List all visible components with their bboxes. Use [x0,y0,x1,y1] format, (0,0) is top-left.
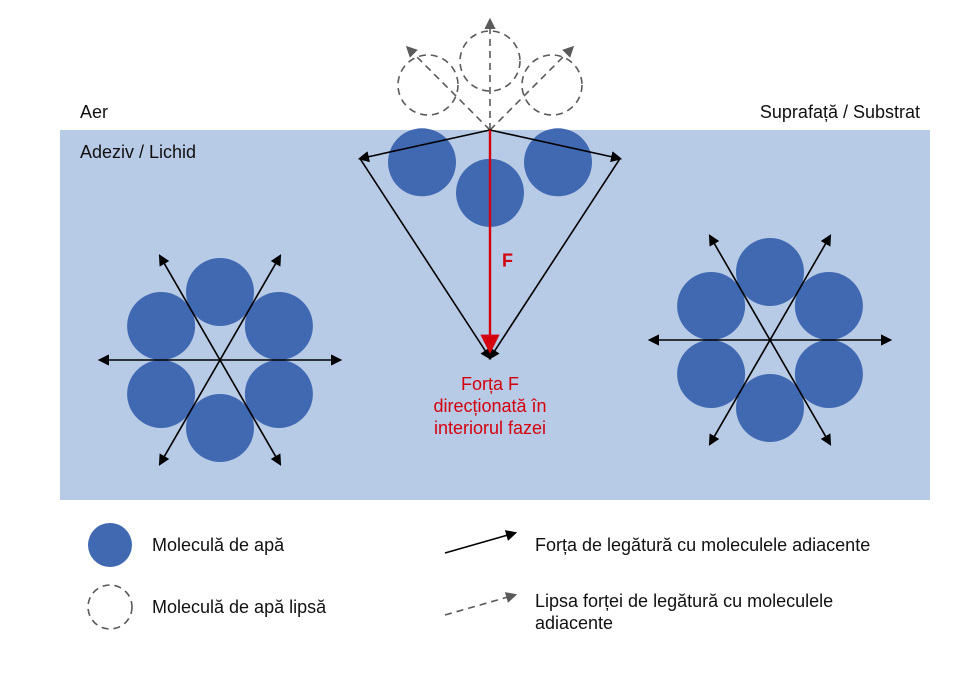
missing-molecule [522,55,582,115]
water-molecule [795,272,863,340]
water-molecule [388,128,456,196]
water-molecule [186,258,254,326]
legend-water-icon [88,523,132,567]
legend-missing-force-label-1: Lipsa forței de legătură cu moleculele [535,591,833,611]
air-label: Aer [80,102,108,122]
force-caption-line2: direcționată în [433,396,546,416]
water-molecule [736,238,804,306]
force-f-symbol: F [502,250,513,270]
water-molecule [245,292,313,360]
legend-missing-label: Moleculă de apă lipsă [152,597,327,617]
missing-force-arrow [408,48,491,131]
water-molecule [677,272,745,340]
force-caption-line3: interiorul fazei [434,418,546,438]
legend-missing-force-label-2: adiacente [535,613,613,633]
adhesive-label: Adeziv / Lichid [80,142,196,162]
water-molecule [677,340,745,408]
water-molecule [127,292,195,360]
water-molecule [127,360,195,428]
legend-missing-force-icon [445,595,515,615]
missing-molecule [398,55,458,115]
water-molecule [186,394,254,462]
water-molecule [795,340,863,408]
legend-force-icon [445,533,515,553]
missing-force-arrow [490,48,573,131]
water-molecule [524,128,592,196]
force-caption-line1: Forța F [461,374,519,394]
legend-missing-icon [88,585,132,629]
legend-water-label: Moleculă de apă [152,535,285,555]
water-molecule [736,374,804,442]
diagram-canvas: Aer Suprafață / Substrat Adeziv / Lichid… [0,0,960,696]
water-molecule [245,360,313,428]
legend: Moleculă de apă Moleculă de apă lipsă Forț… [88,523,870,633]
surface-label: Suprafață / Substrat [760,102,920,122]
legend-force-label: Forța de legătură cu moleculele adiacent… [535,535,870,555]
